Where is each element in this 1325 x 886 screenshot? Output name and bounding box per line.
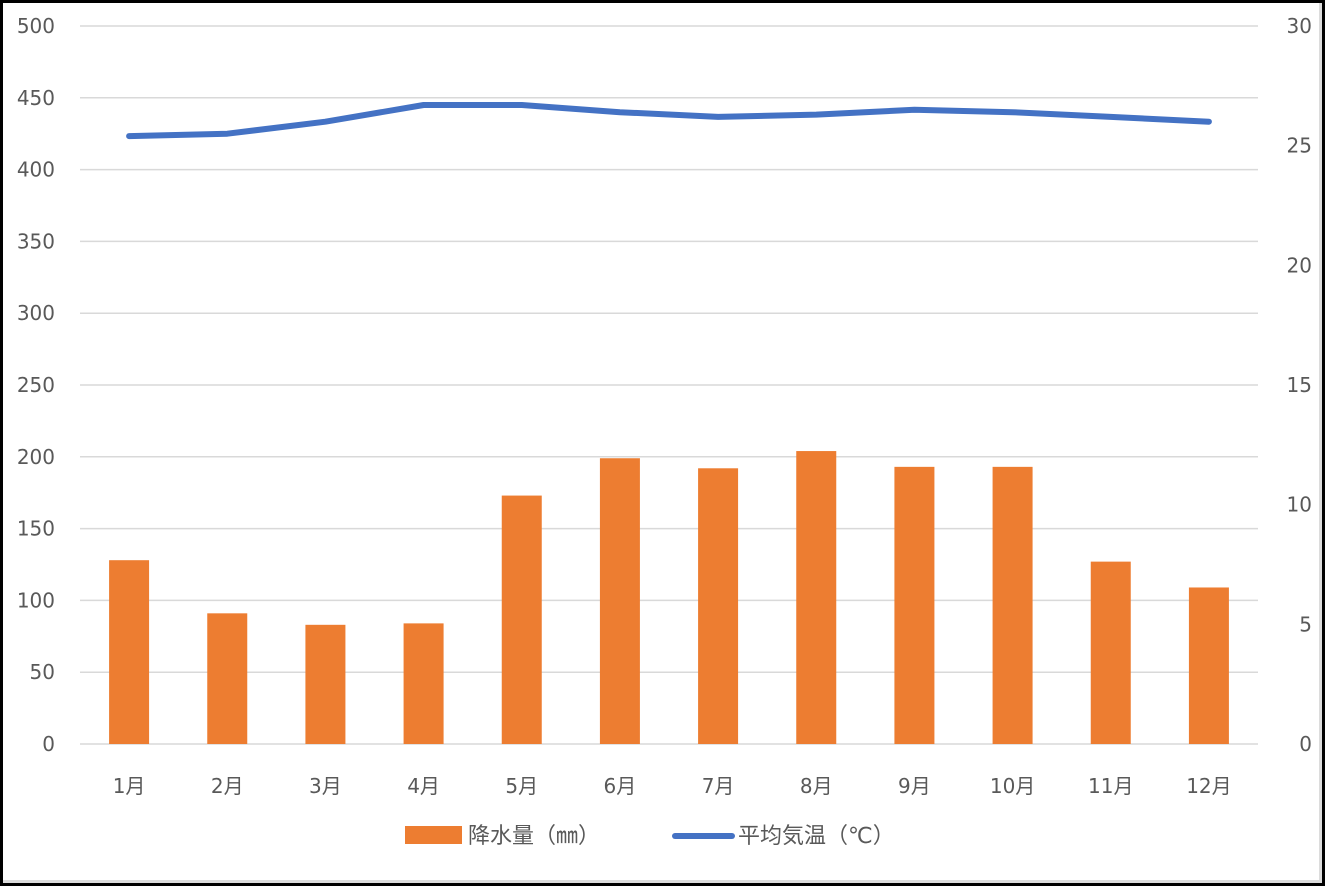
left-tick-label: 450 <box>17 86 55 110</box>
legend-bar-swatch <box>405 826 462 844</box>
left-tick-label: 250 <box>17 373 55 397</box>
legend-bar-label: 降水量（㎜） <box>468 824 600 849</box>
category-label: 11月 <box>1088 774 1133 798</box>
precipitation-bar <box>992 466 1033 744</box>
legend-line-label: 平均気温（℃） <box>738 824 895 849</box>
precipitation-bar <box>796 451 837 744</box>
left-tick-label: 400 <box>17 158 55 182</box>
gridlines <box>80 25 1258 745</box>
precipitation-bar <box>698 468 739 744</box>
right-tick-label: 10 <box>1287 493 1312 517</box>
category-axis-labels: 1月 2月 3月 4月 5月 6月 7月 8月 9月 10月 11月 12月 <box>113 774 1232 798</box>
category-label: 12月 <box>1186 774 1231 798</box>
right-tick-label: 20 <box>1287 253 1312 277</box>
left-tick-label: 300 <box>17 301 55 325</box>
left-tick-label: 500 <box>17 14 55 38</box>
precipitation-bars <box>109 451 1229 744</box>
category-label: 4月 <box>407 774 440 798</box>
category-label: 3月 <box>309 774 342 798</box>
precipitation-bar <box>599 458 640 744</box>
precipitation-bar <box>109 560 150 744</box>
precipitation-bar <box>1090 561 1131 744</box>
precipitation-bar <box>1188 587 1229 744</box>
category-label: 7月 <box>702 774 735 798</box>
legend: 降水量（㎜） 平均気温（℃） <box>405 824 895 849</box>
precipitation-bar <box>207 613 248 744</box>
right-tick-label: 25 <box>1287 134 1312 158</box>
left-tick-label: 0 <box>42 732 55 756</box>
right-tick-label: 0 <box>1299 732 1312 756</box>
precipitation-bar <box>501 495 542 744</box>
precipitation-bar <box>305 624 346 744</box>
left-axis-ticks: 0 50 100 150 200 250 300 350 400 450 500 <box>17 14 55 756</box>
left-tick-label: 350 <box>17 229 55 253</box>
category-label: 10月 <box>990 774 1035 798</box>
right-tick-label: 15 <box>1287 373 1312 397</box>
category-label: 1月 <box>113 774 146 798</box>
precipitation-bar <box>403 623 444 744</box>
left-tick-label: 150 <box>17 517 55 541</box>
category-label: 9月 <box>898 774 931 798</box>
right-tick-label: 5 <box>1299 612 1312 636</box>
left-tick-label: 200 <box>17 445 55 469</box>
temperature-line <box>126 102 1212 140</box>
category-label: 5月 <box>505 774 538 798</box>
category-label: 2月 <box>211 774 244 798</box>
right-tick-label: 30 <box>1287 14 1312 38</box>
category-label: 6月 <box>604 774 637 798</box>
category-label: 8月 <box>800 774 833 798</box>
left-tick-label: 50 <box>30 660 55 684</box>
right-axis-ticks: 0 5 10 15 20 25 30 <box>1287 14 1312 756</box>
left-tick-label: 100 <box>17 588 55 612</box>
precipitation-bar <box>894 466 935 744</box>
